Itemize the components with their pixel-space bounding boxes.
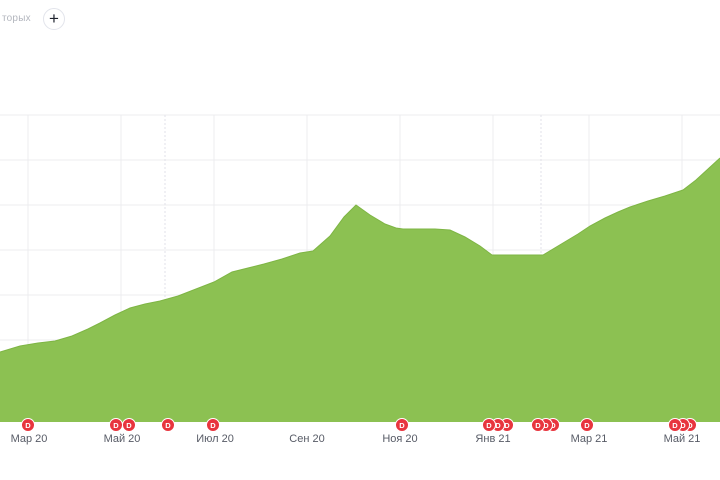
x-axis-label: Мар 20 [11,433,48,445]
context-label: торых [2,13,31,24]
x-axis-label: Янв 21 [475,433,510,445]
dividend-marker-circle [161,418,175,432]
x-axis-label: Мар 21 [571,433,608,445]
dividend-marker[interactable]: D [531,418,545,432]
dividend-marker[interactable]: D [109,418,123,432]
dividend-marker[interactable]: D [122,418,136,432]
dividend-marker[interactable]: D [580,418,594,432]
dividend-marker-glyph: D [210,421,216,430]
chart-header: торых + [0,0,720,40]
dividend-marker[interactable]: D [395,418,409,432]
dividend-marker[interactable]: D [668,418,682,432]
dividend-marker-circle [482,418,496,432]
dividend-marker-circle [395,418,409,432]
dividend-marker-glyph: D [550,421,556,430]
plus-icon: + [49,9,59,28]
dividend-marker-glyph: D [113,421,119,430]
dividend-marker[interactable]: D [21,418,35,432]
dividend-marker-glyph: D [687,421,693,430]
dividend-marker-circle [531,418,545,432]
x-axis-label: Ноя 20 [382,433,417,445]
dividend-marker[interactable]: D [206,418,220,432]
dividend-marker-glyph: D [672,421,678,430]
dividend-marker-glyph: D [535,421,541,430]
dividend-marker-circle [668,418,682,432]
x-axis-label: Июл 20 [196,433,234,445]
dividend-marker-glyph: D [165,421,171,430]
dividend-marker-glyph: D [584,421,590,430]
dividend-marker-glyph: D [543,421,549,430]
x-axis-label: Май 20 [104,433,141,445]
dividend-marker-circle [580,418,594,432]
price-area [0,158,720,422]
dividend-marker-glyph: D [486,421,492,430]
dividend-marker-circle [21,418,35,432]
price-line [0,157,720,353]
dividend-marker-glyph: D [126,421,132,430]
dividend-marker[interactable]: D [482,418,496,432]
x-axis-label: Сен 20 [289,433,324,445]
dividend-marker-glyph: D [504,421,510,430]
add-symbol-button[interactable]: + [43,8,65,30]
dividend-marker-glyph: D [495,421,501,430]
dividend-marker-circle [109,418,123,432]
dividend-marker-glyph: D [680,421,686,430]
dividend-marker[interactable]: D [161,418,175,432]
dividend-marker-glyph: D [25,421,31,430]
x-axis-label: Май 21 [664,433,701,445]
dividend-marker-circle [206,418,220,432]
dividend-marker-glyph: D [399,421,405,430]
